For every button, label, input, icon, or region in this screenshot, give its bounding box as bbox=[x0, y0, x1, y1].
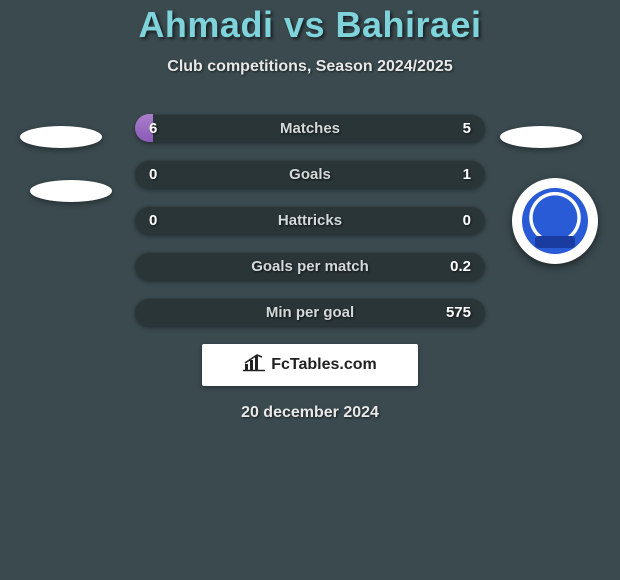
stat-label: Goals per match bbox=[135, 258, 485, 275]
player1-club-badge-placeholder bbox=[30, 180, 112, 202]
chart-icon bbox=[243, 354, 265, 377]
date-line: 20 december 2024 bbox=[0, 404, 620, 422]
page-title: Ahmadi vs Bahiraei bbox=[0, 4, 620, 46]
stat-right-value: 0.2 bbox=[450, 258, 471, 275]
stat-right-value: 1 bbox=[463, 166, 471, 183]
attribution-text: FcTables.com bbox=[271, 356, 377, 374]
player2-club-badge bbox=[512, 178, 598, 264]
stat-label: Hattricks bbox=[135, 212, 485, 229]
stat-row-matches: 6 Matches 5 bbox=[135, 114, 485, 142]
stat-label: Goals bbox=[135, 166, 485, 183]
stat-label: Matches bbox=[135, 120, 485, 137]
stat-row-hattricks: 0 Hattricks 0 bbox=[135, 206, 485, 234]
attribution-box[interactable]: FcTables.com bbox=[202, 344, 418, 386]
player2-badge-placeholder bbox=[500, 126, 582, 148]
subtitle: Club competitions, Season 2024/2025 bbox=[0, 58, 620, 76]
club-crest-icon bbox=[522, 188, 588, 254]
stat-row-goals-per-match: Goals per match 0.2 bbox=[135, 252, 485, 280]
player1-badge-placeholder bbox=[20, 126, 102, 148]
stat-label: Min per goal bbox=[135, 304, 485, 321]
stat-right-value: 5 bbox=[463, 120, 471, 137]
stat-row-goals: 0 Goals 1 bbox=[135, 160, 485, 188]
stat-row-min-per-goal: Min per goal 575 bbox=[135, 298, 485, 326]
stat-right-value: 0 bbox=[463, 212, 471, 229]
stat-right-value: 575 bbox=[446, 304, 471, 321]
stats-block: 6 Matches 5 0 Goals 1 0 Hattricks 0 Goal… bbox=[0, 114, 620, 422]
